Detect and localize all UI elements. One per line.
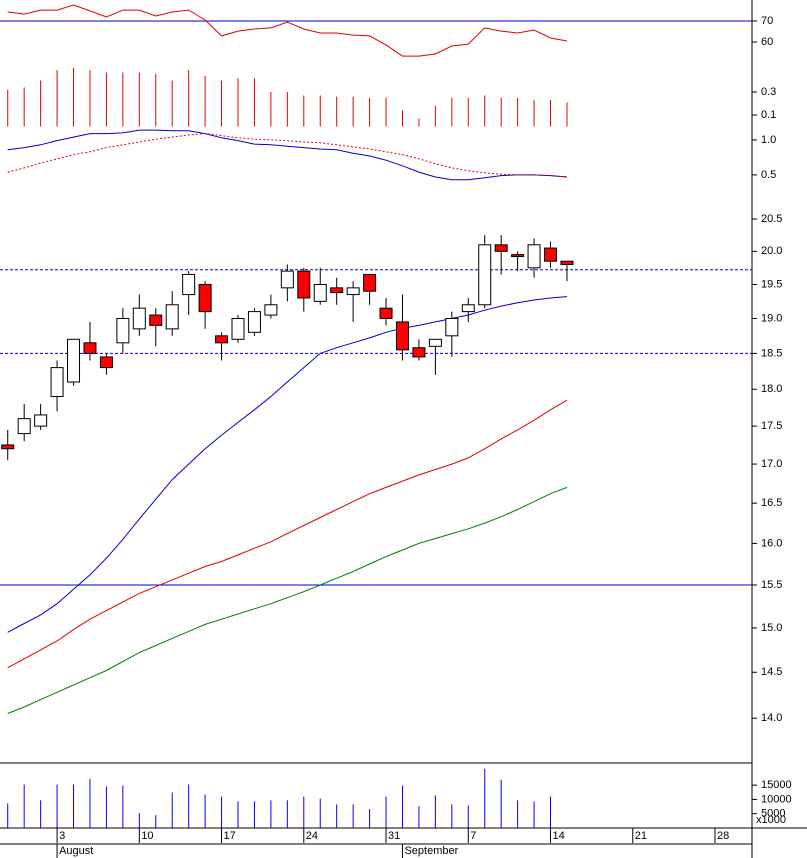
y-tick-label: 15.0 — [761, 622, 782, 634]
candle-body — [198, 283, 212, 313]
indicator-line — [7, 129, 568, 181]
y-tick-label: 17.0 — [761, 458, 782, 470]
y-axis-label: x1000 — [756, 814, 786, 826]
y-tick-label: 14.5 — [761, 666, 782, 678]
candle-body — [363, 273, 377, 292]
candle-body — [1, 444, 15, 450]
candle-body — [560, 260, 574, 265]
candle-body — [67, 338, 81, 383]
candle-body — [330, 287, 344, 294]
indicator-line — [7, 296, 568, 633]
candle-body — [544, 247, 558, 262]
candle-body — [149, 314, 163, 326]
candle-body — [461, 304, 475, 313]
y-tick-label: 16.0 — [761, 537, 782, 549]
candle-body — [50, 367, 64, 398]
x-tick-label: 21 — [635, 830, 647, 842]
indicator-line — [7, 399, 568, 669]
candle-body — [231, 317, 245, 340]
y-tick-label: 10000 — [761, 793, 792, 805]
candle-body — [511, 254, 525, 258]
y-tick-label: 18.5 — [761, 347, 782, 359]
candle-body — [132, 307, 146, 330]
y-tick-label: 0.1 — [761, 109, 776, 121]
candle-body — [346, 287, 360, 296]
x-tick-label: 28 — [717, 830, 729, 842]
candle-body — [83, 342, 97, 354]
candle-body — [428, 338, 442, 347]
x-tick-label: 10 — [141, 830, 153, 842]
month-label: August — [59, 845, 93, 857]
candle-body — [165, 304, 179, 330]
y-tick-label: 15.5 — [761, 579, 782, 591]
candle-body — [412, 347, 426, 358]
indicator-line — [7, 4, 568, 57]
candle-body — [264, 304, 278, 316]
x-tick-label: 3 — [59, 830, 65, 842]
candle-body — [116, 317, 130, 344]
month-label: September — [404, 845, 458, 857]
y-tick-label: 20.5 — [761, 213, 782, 225]
y-tick-label: 19.5 — [761, 278, 782, 290]
y-tick-label: 19.0 — [761, 312, 782, 324]
candle-body — [445, 317, 459, 337]
candle-body — [34, 414, 48, 427]
candle-body — [379, 307, 393, 319]
indicator-line — [7, 133, 568, 178]
y-tick-label: 15000 — [761, 779, 792, 791]
y-tick-label: 60 — [761, 36, 773, 48]
candle-body — [494, 244, 508, 252]
x-tick-label: 7 — [470, 830, 476, 842]
y-tick-label: 18.0 — [761, 383, 782, 395]
candle-body — [280, 270, 294, 289]
x-tick-label: 14 — [553, 830, 565, 842]
y-tick-label: 0.5 — [761, 169, 776, 181]
candle-body — [17, 418, 31, 435]
candle-body — [99, 356, 113, 369]
x-tick-label: 17 — [224, 830, 236, 842]
x-tick-label: 24 — [306, 830, 318, 842]
y-tick-label: 14.0 — [761, 712, 782, 724]
y-tick-label: 20.0 — [761, 245, 782, 257]
candle-body — [395, 321, 409, 351]
y-tick-label: 1.0 — [761, 134, 776, 146]
y-tick-label: 17.5 — [761, 420, 782, 432]
x-tick-label: 31 — [388, 830, 400, 842]
candle-body — [247, 311, 261, 333]
candle-body — [297, 270, 311, 299]
y-tick-label: 5000 — [761, 808, 785, 820]
y-tick-label: 70 — [761, 15, 773, 27]
y-tick-label: 16.5 — [761, 497, 782, 509]
y-tick-label: 0.3 — [761, 86, 776, 98]
candle-body — [182, 273, 196, 296]
candle-body — [313, 283, 327, 302]
indicator-line — [7, 486, 568, 714]
candle-body — [527, 244, 541, 269]
candle-body — [478, 244, 492, 306]
candle-body — [215, 335, 229, 344]
